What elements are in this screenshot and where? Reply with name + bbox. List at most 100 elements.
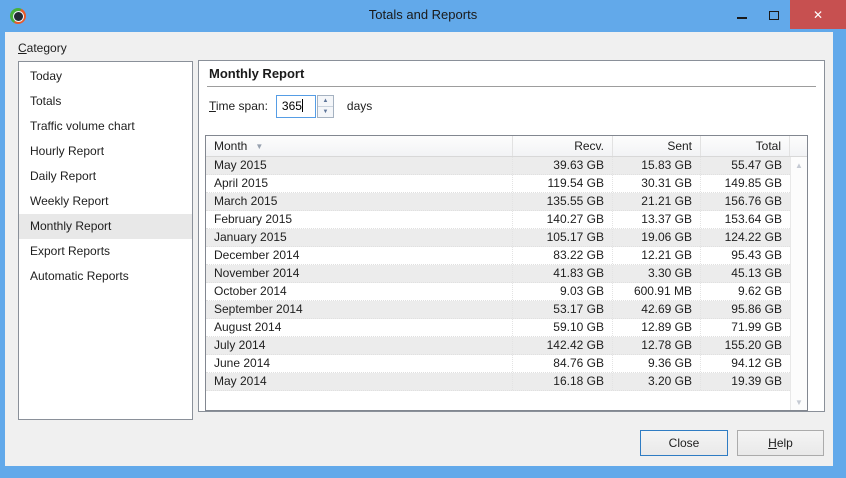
table-row[interactable]: March 2015 135.55 GB 21.21 GB 156.76 GB <box>206 193 790 211</box>
table-row[interactable]: November 2014 41.83 GB 3.30 GB 45.13 GB <box>206 265 790 283</box>
cell-month: December 2014 <box>206 247 513 264</box>
report-table-body: May 2015 39.63 GB 15.83 GB 55.47 GB Apri… <box>206 157 790 410</box>
cell-recv: 16.18 GB <box>513 373 613 390</box>
sidebar-item-label: Weekly Report <box>30 194 109 208</box>
cell-recv: 142.42 GB <box>513 337 613 354</box>
cell-total: 55.47 GB <box>731 158 782 172</box>
scroll-up-button[interactable]: ▲ <box>791 157 807 173</box>
window-controls: ✕ <box>726 0 846 29</box>
time-span-input[interactable]: 365 <box>275 94 316 118</box>
cell-total: 149.85 GB <box>724 176 782 190</box>
help-button[interactable]: Help <box>737 430 824 456</box>
cell-sent: 12.21 GB <box>613 247 701 264</box>
sidebar-item-monthly-report[interactable]: Monthly Report <box>19 214 192 239</box>
minimize-button[interactable] <box>726 0 758 29</box>
table-row[interactable]: December 2014 83.22 GB 12.21 GB 95.43 GB <box>206 247 790 265</box>
category-label: Category <box>18 41 67 55</box>
sidebar-item-traffic-volume-chart[interactable]: Traffic volume chart <box>19 114 192 139</box>
column-header-total[interactable]: Total <box>701 136 790 156</box>
cell-month: March 2015 <box>206 193 513 210</box>
maximize-button[interactable] <box>758 0 790 29</box>
sidebar-item-daily-report[interactable]: Daily Report <box>19 164 192 189</box>
sidebar-item-label: Automatic Reports <box>30 269 129 283</box>
cell-month: April 2015 <box>206 175 513 192</box>
category-list: Today Totals Traffic volume chart Hourly… <box>18 61 193 420</box>
column-header-filler <box>790 136 807 156</box>
cell-recv: 59.10 GB <box>513 319 613 336</box>
table-row[interactable]: April 2015 119.54 GB 30.31 GB 149.85 GB <box>206 175 790 193</box>
table-row[interactable]: May 2014 16.18 GB 3.20 GB 19.39 GB <box>206 373 790 391</box>
column-header-recv[interactable]: Recv. <box>513 136 613 156</box>
cell-recv: 119.54 GB <box>513 175 613 192</box>
sidebar-item-label: Export Reports <box>30 244 111 258</box>
networx-app-icon <box>10 8 26 24</box>
sidebar-item-totals[interactable]: Totals <box>19 89 192 114</box>
minimize-icon <box>737 16 747 19</box>
cell-sent: 30.31 GB <box>613 175 701 192</box>
table-row[interactable]: October 2014 9.03 GB 600.91 MB 9.62 GB <box>206 283 790 301</box>
heading-divider <box>207 86 816 87</box>
cell-sent: 12.89 GB <box>613 319 701 336</box>
cell-sent: 13.37 GB <box>613 211 701 228</box>
cell-total: 45.13 GB <box>731 266 782 280</box>
cell-recv: 53.17 GB <box>513 301 613 318</box>
scroll-down-button[interactable]: ▼ <box>791 394 807 410</box>
table-row[interactable]: September 2014 53.17 GB 42.69 GB 95.86 G… <box>206 301 790 319</box>
cell-month: August 2014 <box>206 319 513 336</box>
sidebar-item-export-reports[interactable]: Export Reports <box>19 239 192 264</box>
sidebar-item-hourly-report[interactable]: Hourly Report <box>19 139 192 164</box>
sidebar-item-label: Monthly Report <box>30 219 112 233</box>
cell-month: January 2015 <box>206 229 513 246</box>
sidebar-item-label: Today <box>30 69 63 83</box>
table-scrollbar[interactable]: ▲ ▼ <box>790 157 807 410</box>
table-row[interactable]: January 2015 105.17 GB 19.06 GB 124.22 G… <box>206 229 790 247</box>
time-span-value: 365 <box>281 98 302 113</box>
spinner-up-button[interactable]: ▲ <box>317 96 333 107</box>
close-button[interactable]: Close <box>640 430 728 456</box>
column-header-sent[interactable]: Sent <box>613 136 701 156</box>
cell-month: February 2015 <box>206 211 513 228</box>
chevron-down-icon: ▼ <box>322 108 329 115</box>
time-span-spin-edit: 365 ▲ ▼ <box>275 94 334 118</box>
report-table: Month ▼ Recv. Sent Total May 2015 39.63 G… <box>205 135 808 411</box>
cell-recv: 39.63 GB <box>513 157 613 174</box>
cell-month: May 2014 <box>206 373 513 390</box>
time-span-label: Time span: <box>209 99 268 113</box>
time-span-row: Time span: 365 ▲ ▼ days <box>209 94 372 118</box>
cell-total: 156.76 GB <box>724 194 782 208</box>
sidebar-item-weekly-report[interactable]: Weekly Report <box>19 189 192 214</box>
table-row[interactable]: May 2015 39.63 GB 15.83 GB 55.47 GB <box>206 157 790 175</box>
cell-recv: 41.83 GB <box>513 265 613 282</box>
cell-recv: 140.27 GB <box>513 211 613 228</box>
cell-month: July 2014 <box>206 337 513 354</box>
cell-total: 71.99 GB <box>731 320 782 334</box>
cell-sent: 3.20 GB <box>613 373 701 390</box>
cell-recv: 135.55 GB <box>513 193 613 210</box>
cell-sent: 12.78 GB <box>613 337 701 354</box>
close-window-button[interactable]: ✕ <box>790 0 846 29</box>
cell-total: 9.62 GB <box>737 284 782 298</box>
sidebar-item-label: Daily Report <box>30 169 97 183</box>
cell-total: 153.64 GB <box>724 212 782 226</box>
column-header-month[interactable]: Month ▼ <box>206 136 513 156</box>
cell-recv: 9.03 GB <box>513 283 613 300</box>
table-row[interactable]: July 2014 142.42 GB 12.78 GB 155.20 GB <box>206 337 790 355</box>
cell-month: November 2014 <box>206 265 513 282</box>
table-row[interactable]: August 2014 59.10 GB 12.89 GB 71.99 GB <box>206 319 790 337</box>
sidebar-item-automatic-reports[interactable]: Automatic Reports <box>19 264 192 289</box>
cell-sent: 9.36 GB <box>613 355 701 372</box>
cell-month: September 2014 <box>206 301 513 318</box>
spinner-down-button[interactable]: ▼ <box>318 107 333 117</box>
cell-sent: 19.06 GB <box>613 229 701 246</box>
sidebar-item-label: Traffic volume chart <box>30 119 135 133</box>
cell-sent: 42.69 GB <box>613 301 701 318</box>
window-title: Totals and Reports <box>368 7 478 22</box>
titlebar[interactable]: Totals and Reports ✕ <box>0 0 846 32</box>
table-row[interactable]: February 2015 140.27 GB 13.37 GB 153.64 … <box>206 211 790 229</box>
sidebar-item-today[interactable]: Today <box>19 64 192 89</box>
cell-total: 155.20 GB <box>724 338 782 352</box>
cell-recv: 105.17 GB <box>513 229 613 246</box>
table-row[interactable]: June 2014 84.76 GB 9.36 GB 94.12 GB <box>206 355 790 373</box>
scroll-down-icon: ▼ <box>795 397 803 407</box>
